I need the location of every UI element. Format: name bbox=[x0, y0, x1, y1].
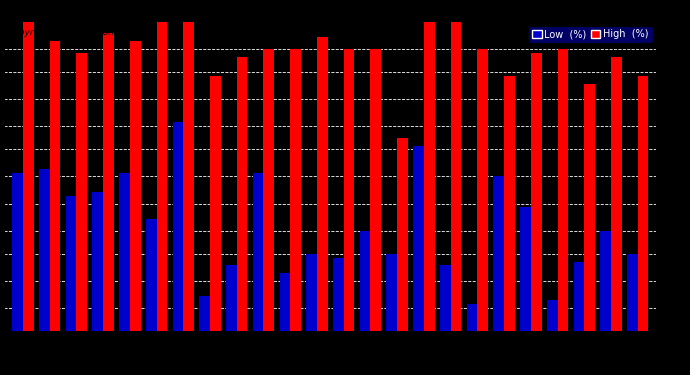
Bar bbox=[210, 76, 221, 331]
Bar bbox=[290, 49, 301, 331]
Bar bbox=[504, 76, 515, 331]
Bar bbox=[638, 76, 649, 331]
Bar bbox=[157, 22, 167, 331]
Bar bbox=[146, 219, 157, 331]
Bar bbox=[77, 53, 87, 331]
Bar bbox=[627, 254, 638, 331]
Bar bbox=[130, 41, 141, 331]
Bar bbox=[413, 146, 424, 331]
Text: Copyright 2014 Cartronics.com: Copyright 2014 Cartronics.com bbox=[8, 28, 148, 37]
Bar bbox=[12, 172, 23, 331]
Bar bbox=[493, 177, 504, 331]
Bar bbox=[119, 172, 130, 331]
Bar bbox=[317, 37, 328, 331]
Bar bbox=[199, 296, 210, 331]
Bar bbox=[23, 22, 34, 331]
Bar bbox=[600, 231, 611, 331]
Bar bbox=[397, 138, 408, 331]
Bar bbox=[531, 53, 542, 331]
Bar bbox=[237, 57, 248, 331]
Bar bbox=[66, 196, 77, 331]
Bar bbox=[386, 254, 397, 331]
Bar bbox=[573, 262, 584, 331]
Bar bbox=[226, 266, 237, 331]
Bar bbox=[584, 84, 595, 331]
Bar bbox=[253, 172, 264, 331]
Bar bbox=[547, 300, 558, 331]
Bar bbox=[344, 49, 355, 331]
Bar bbox=[279, 273, 290, 331]
Bar bbox=[558, 49, 569, 331]
Bar bbox=[477, 49, 488, 331]
Bar bbox=[172, 122, 184, 331]
Bar bbox=[333, 258, 344, 331]
Bar bbox=[39, 169, 50, 331]
Title: Outdoor Humidity Daily High/Low 20140721: Outdoor Humidity Daily High/Low 20140721 bbox=[161, 4, 499, 19]
Bar bbox=[520, 207, 531, 331]
Bar bbox=[440, 266, 451, 331]
Bar bbox=[611, 57, 622, 331]
Bar bbox=[184, 22, 194, 331]
Bar bbox=[359, 231, 371, 331]
Bar bbox=[466, 304, 477, 331]
Bar bbox=[264, 49, 274, 331]
Bar bbox=[451, 22, 462, 331]
Bar bbox=[371, 49, 381, 331]
Bar bbox=[50, 41, 60, 331]
Bar bbox=[92, 192, 103, 331]
Bar bbox=[424, 22, 435, 331]
Legend: Low  (%), High  (%): Low (%), High (%) bbox=[529, 27, 651, 42]
Bar bbox=[103, 33, 114, 331]
Bar bbox=[306, 254, 317, 331]
